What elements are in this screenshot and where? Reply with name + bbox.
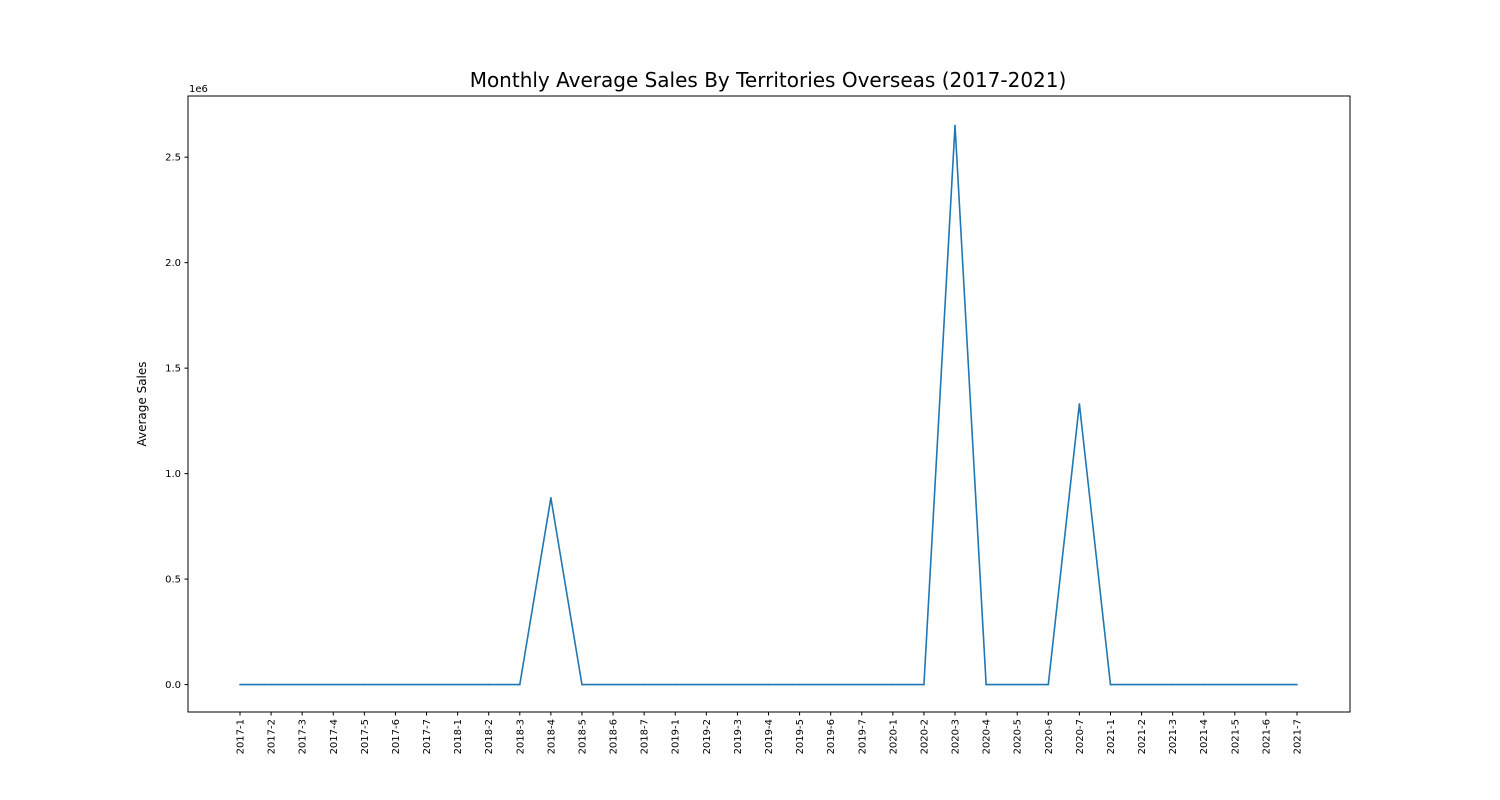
x-tick-label: 2019-4	[764, 719, 775, 754]
data-point	[829, 683, 832, 686]
data-point	[456, 683, 459, 686]
y-axis-label: Average Sales	[135, 361, 149, 446]
x-tick-label: 2018-5	[577, 719, 588, 754]
series-line	[240, 124, 1297, 686]
data-point	[363, 683, 366, 686]
y-tick-label: 1.0	[165, 469, 181, 480]
x-axis: 2017-1 2017-2 2017-3 2017-4 2017-5 2017-6 2017…	[236, 712, 1304, 754]
y-tick-label: 0.5	[165, 575, 181, 586]
data-point	[1047, 683, 1050, 686]
x-tick-label: 2021-2	[1137, 719, 1148, 754]
x-tick-label: 2019-2	[702, 719, 713, 754]
x-tick-label: 2020-2	[919, 719, 930, 754]
x-tick-label: 2020-4	[982, 719, 993, 754]
x-tick-label: 2020-7	[1075, 719, 1086, 754]
data-point	[1296, 683, 1298, 686]
x-tick-label: 2018-1	[453, 719, 464, 754]
data-point	[705, 683, 708, 686]
x-tick-label: 2018-6	[609, 719, 620, 754]
x-tick-label: 2021-5	[1230, 719, 1241, 754]
data-point	[1078, 403, 1081, 405]
data-point	[1109, 683, 1112, 686]
data-point	[270, 683, 272, 686]
data-point	[1140, 683, 1143, 686]
data-point	[612, 683, 614, 686]
data-point	[736, 683, 739, 686]
data-point	[643, 683, 645, 686]
x-tick-label: 2021-7	[1293, 719, 1304, 754]
x-tick-label: 2017-4	[329, 719, 340, 754]
x-tick-label: 2019-7	[857, 719, 868, 754]
x-tick-label: 2017-6	[391, 719, 402, 754]
x-tick-label: 2017-1	[236, 719, 247, 754]
x-tick-label: 2020-1	[888, 719, 899, 754]
y-tick-label: 0.0	[165, 680, 181, 691]
data-point	[674, 683, 677, 686]
data-point	[1171, 683, 1174, 686]
data-point	[301, 683, 303, 686]
x-tick-label: 2017-5	[360, 719, 371, 754]
x-tick-label: 2021-6	[1261, 719, 1272, 754]
y-offset-label: 1e6	[189, 84, 208, 95]
x-tick-label: 2017-7	[422, 719, 433, 754]
data-point	[1234, 683, 1236, 686]
data-point	[394, 683, 397, 686]
x-tick-label: 2019-5	[795, 719, 806, 754]
data-point	[860, 683, 863, 686]
x-tick-label: 2021-3	[1168, 719, 1179, 754]
y-axis: 0.0 0.5 1.0 1.5 2.0 2.5	[165, 153, 188, 691]
x-tick-label: 2019-3	[733, 719, 744, 754]
x-tick-label: 2020-6	[1044, 719, 1055, 754]
x-tick-label: 2018-3	[515, 719, 526, 754]
x-tick-label: 2021-4	[1199, 719, 1210, 754]
x-tick-label: 2017-3	[298, 719, 309, 754]
x-tick-label: 2019-6	[826, 719, 837, 754]
data-point	[798, 683, 801, 686]
data-point	[1202, 683, 1205, 686]
x-tick-label: 2019-1	[671, 719, 682, 754]
plot-frame	[187, 95, 1351, 713]
y-tick-label: 1.5	[165, 364, 181, 375]
x-tick-label: 2020-3	[951, 719, 962, 754]
data-point	[581, 683, 583, 686]
data-point	[425, 683, 428, 686]
data-point	[892, 683, 894, 686]
data-point	[332, 683, 335, 686]
data-point	[1265, 683, 1267, 686]
data-point	[487, 683, 490, 686]
x-tick-label: 2018-2	[484, 719, 495, 754]
y-tick-label: 2.0	[165, 258, 181, 269]
data-point	[550, 497, 552, 499]
data-point	[1016, 683, 1019, 686]
x-tick-label: 2017-2	[267, 719, 278, 754]
data-point	[518, 683, 521, 686]
data-point	[954, 124, 956, 127]
x-tick-label: 2018-4	[546, 719, 557, 754]
data-point	[985, 683, 987, 686]
y-tick-label: 2.5	[165, 153, 181, 164]
data-point	[239, 683, 241, 686]
data-point	[767, 683, 770, 686]
series-layer	[239, 124, 1298, 686]
x-tick-label: 2021-1	[1106, 719, 1117, 754]
x-tick-label: 2018-7	[640, 719, 651, 754]
chart-title: Monthly Average Sales By Territories Ove…	[470, 68, 1067, 92]
x-tick-label: 2020-5	[1013, 719, 1024, 754]
data-point	[923, 683, 925, 686]
